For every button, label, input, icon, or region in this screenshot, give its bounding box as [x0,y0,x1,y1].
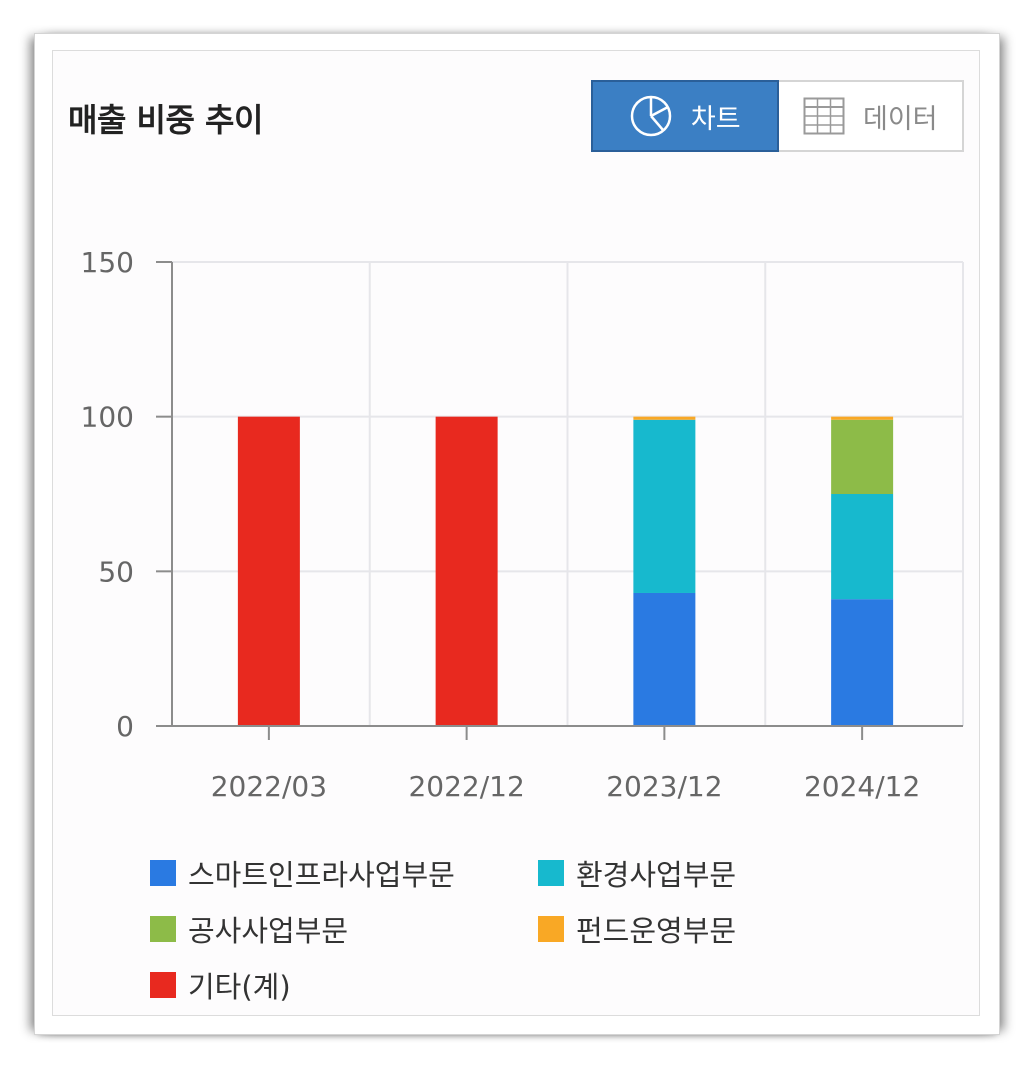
legend-swatch [538,916,564,942]
bar-segment [831,494,894,600]
y-tick-label: 0 [116,710,134,743]
legend-label: 펀드운영부문 [576,914,737,948]
bar-segment [831,419,894,494]
legend-swatch [538,860,564,886]
x-tick-label: 2022/03 [211,770,327,803]
data-view-button[interactable]: 데이터 [778,82,962,150]
bar-segment [831,416,894,420]
chart-view-label: 차트 [690,103,741,135]
legend-item[interactable]: 펀드운영부문 [538,908,736,950]
pie-chart-icon [629,94,673,138]
bar-segment [633,592,696,726]
y-tick-label: 100 [81,401,134,434]
legend-swatch [150,860,176,886]
page-title: 매출 비중 추이 [68,101,263,139]
chart-panel [52,50,980,1016]
x-tick-label: 2023/12 [606,770,722,803]
bar-segment [633,419,696,593]
legend-item[interactable]: 기타(계) [150,964,291,1006]
y-tick-label: 150 [81,246,134,279]
legend-label: 공사사업부문 [188,914,349,948]
data-view-label: 데이터 [862,103,938,135]
legend-item[interactable]: 공사사업부문 [150,908,348,950]
x-tick-label: 2022/12 [408,770,524,803]
legend-swatch [150,972,176,998]
legend-label: 스마트인프라사업부문 [188,858,455,892]
view-toggle: 차트 데이터 [591,80,964,152]
x-tick-label: 2024/12 [804,770,920,803]
y-tick-label: 50 [98,555,134,588]
table-grid-icon [803,97,845,135]
legend-item[interactable]: 스마트인프라사업부문 [150,852,455,894]
bar-segment [237,416,300,726]
legend-label: 기타(계) [188,970,291,1004]
bar-segment [633,416,696,420]
chart-view-button[interactable]: 차트 [591,80,779,152]
bar-segment [435,416,498,726]
legend-label: 환경사업부문 [576,858,737,892]
legend-item[interactable]: 환경사업부문 [538,852,736,894]
bar-segment [831,599,894,726]
legend-swatch [150,916,176,942]
